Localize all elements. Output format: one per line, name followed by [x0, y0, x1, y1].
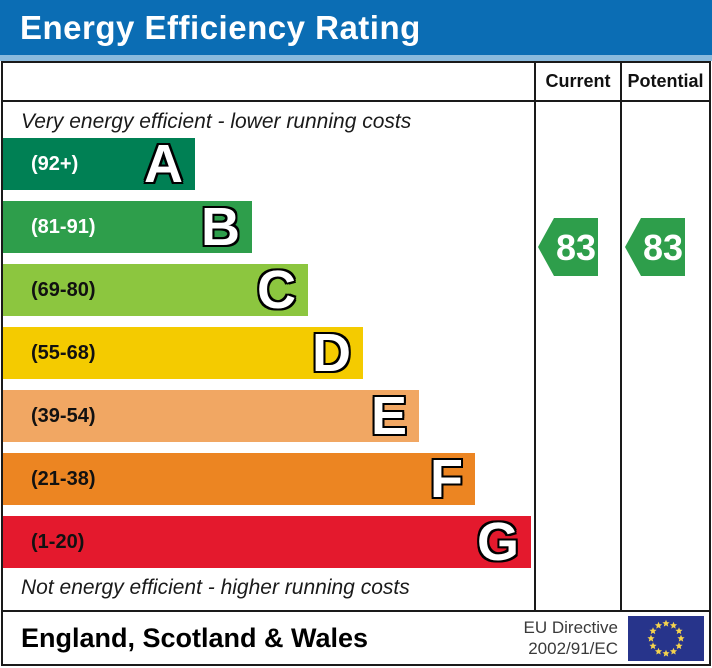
band-letter: D	[312, 323, 351, 383]
band-C: (69-80) C	[3, 260, 308, 320]
eu-directive-line2: 2002/91/EC	[528, 639, 618, 658]
title-accent-line	[0, 55, 712, 61]
table-body: Very energy efficient - lower running co…	[3, 102, 709, 610]
table-header-row: Current Potential	[3, 63, 709, 102]
potential-rating-column: 83	[622, 102, 709, 610]
bottom-note: Not energy efficient - higher running co…	[21, 576, 410, 599]
band-range-label: (39-54)	[31, 404, 96, 427]
band-letter: G	[476, 512, 519, 572]
band-E: (39-54) E	[3, 386, 419, 446]
eu-directive-label: EU Directive 2002/91/EC	[524, 617, 618, 660]
eu-flag	[628, 615, 704, 661]
band-letter: B	[201, 197, 240, 257]
band-range-label: (69-80)	[31, 278, 96, 301]
current-rating-column: 83	[536, 102, 622, 610]
potential-rating-value: 83	[643, 227, 683, 268]
band-G: (1-20) G	[3, 512, 531, 572]
rating-scale-panel: Very energy efficient - lower running co…	[3, 102, 536, 610]
band-range-label: (21-38)	[31, 467, 96, 490]
band-A: (92+) A	[3, 134, 195, 194]
band-letter: E	[370, 386, 407, 446]
band-range-label: (1-20)	[31, 530, 85, 553]
header-empty-cell	[3, 63, 536, 100]
band-range-label: (55-68)	[31, 341, 96, 364]
rating-bands: (92+) A (81-91) B (69-80) C (55-68) D (39-54) E (2…	[3, 134, 531, 579]
band-D: (55-68) D	[3, 323, 363, 383]
title-bar: Energy Efficiency Rating	[0, 0, 712, 55]
column-header-potential: Potential	[627, 71, 704, 91]
band-range-label: (81-91)	[31, 215, 96, 238]
top-note: Very energy efficient - lower running co…	[21, 110, 412, 133]
current-rating-value: 83	[556, 227, 596, 268]
epc-rating-table: Current Potential Very energy efficient …	[1, 61, 711, 666]
band-F: (21-38) F	[3, 449, 475, 509]
band-range-label: (92+)	[31, 152, 79, 175]
eu-flag-icon	[628, 615, 704, 661]
band-B: (81-91) B	[3, 197, 252, 257]
band-letter: F	[430, 449, 463, 509]
eu-directive-line1: EU Directive	[523, 617, 618, 637]
page-title: Energy Efficiency Rating	[20, 8, 421, 46]
table-footer: England, Scotland & Wales EU Directive 2…	[3, 610, 709, 664]
column-header-current: Current	[536, 63, 622, 100]
band-letter: C	[257, 260, 296, 320]
region-label: England, Scotland & Wales	[21, 622, 369, 653]
band-letter: A	[144, 134, 183, 194]
current-rating-arrow: 83	[538, 218, 598, 276]
potential-rating-arrow: 83	[625, 218, 685, 276]
